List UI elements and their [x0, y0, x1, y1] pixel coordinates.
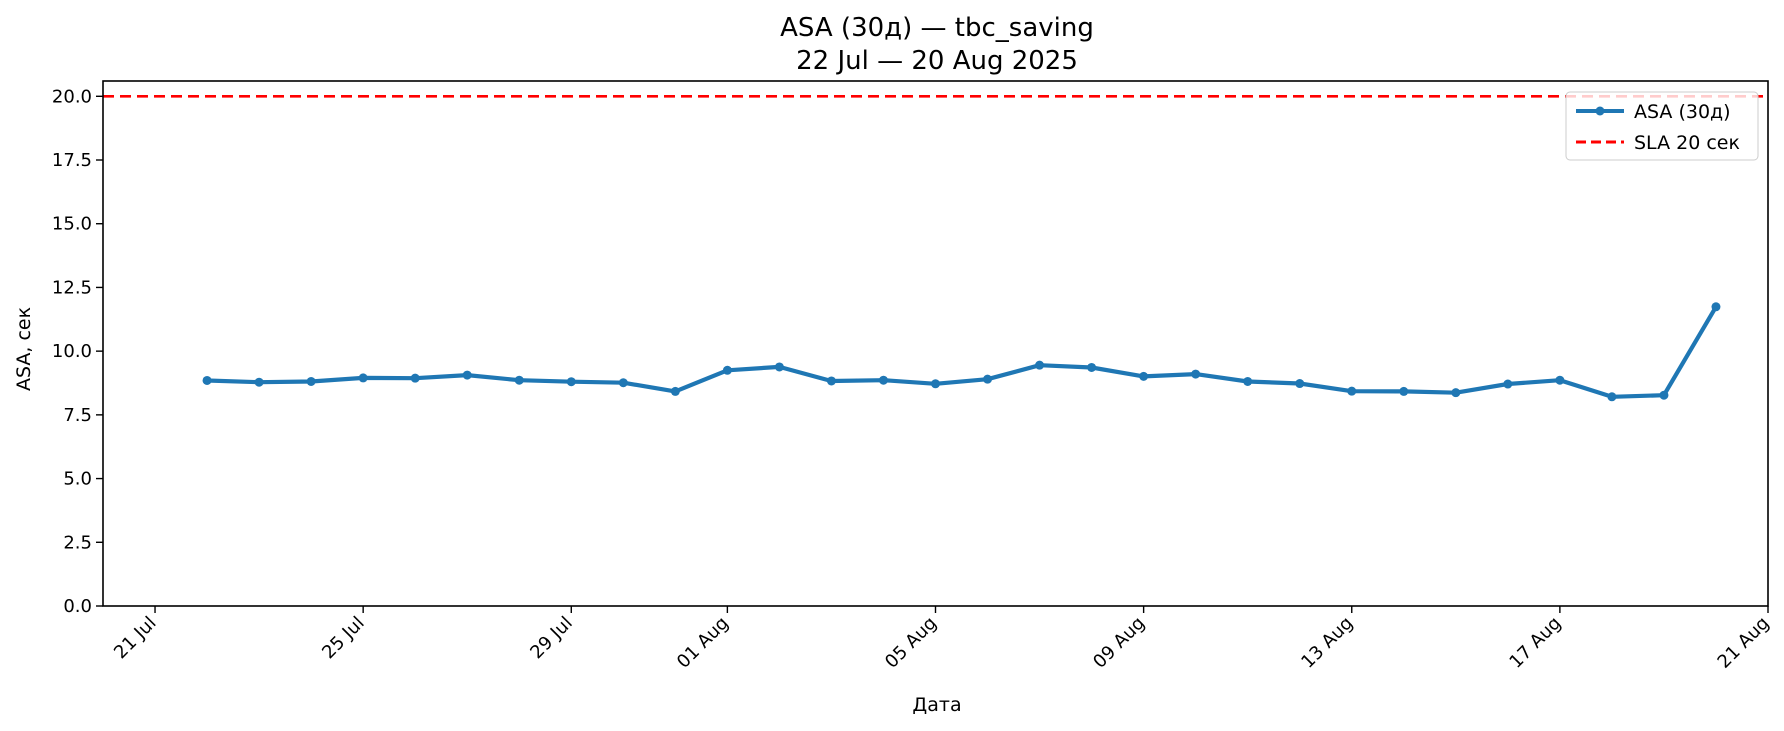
y-tick-label: 5.0	[63, 469, 92, 490]
y-tick-label: 10.0	[52, 341, 92, 362]
x-tick-label: 29 Jul	[526, 613, 576, 663]
data-point	[878, 375, 888, 385]
y-tick-label: 20.0	[52, 86, 92, 107]
plot-area-frame	[102, 80, 1769, 607]
data-point	[566, 377, 576, 387]
y-tick-label: 7.5	[63, 405, 92, 426]
data-point	[774, 362, 784, 372]
legend-asa-label: ASA (30д)	[1634, 101, 1731, 123]
data-point	[1295, 379, 1305, 389]
y-tick-label: 0.0	[63, 596, 92, 617]
data-point	[1555, 375, 1565, 385]
x-tick-label: 17 Aug	[1505, 613, 1565, 673]
data-point	[1451, 388, 1461, 398]
y-axis-label: ASA, сек	[13, 307, 35, 391]
data-point	[1139, 371, 1149, 381]
data-point	[1035, 360, 1045, 370]
data-point	[1503, 379, 1513, 389]
x-tick-label: 25 Jul	[318, 613, 368, 663]
data-point	[1087, 362, 1097, 372]
data-point	[1399, 386, 1409, 396]
data-point	[1607, 392, 1617, 402]
data-point	[462, 370, 472, 380]
y-axis-ticks: 0.0 2.5 5.0 7.5 10.0 12.5 15.0 17.5 20.0	[52, 86, 103, 617]
asa-series-line	[207, 305, 1718, 399]
x-tick-label: 01 Aug	[673, 613, 733, 673]
data-point	[202, 375, 212, 385]
data-point	[826, 376, 836, 386]
data-point	[410, 373, 420, 383]
data-point	[1659, 390, 1669, 400]
x-axis-ticks: 21 Jul 25 Jul 29 Jul 01 Aug 05 Aug 09 Aug 13 A…	[110, 606, 1774, 673]
data-point	[358, 373, 368, 383]
data-point	[1243, 376, 1253, 386]
x-tick-label: 05 Aug	[881, 613, 941, 673]
data-point	[931, 379, 940, 389]
data-point	[514, 375, 524, 385]
x-tick-label: 21 Aug	[1714, 613, 1774, 673]
x-tick-label: 13 Aug	[1297, 613, 1357, 673]
chart-title: ASA (30д) — tbc_saving	[780, 13, 1094, 43]
data-point	[722, 365, 732, 375]
x-tick-label: 21 Jul	[110, 613, 160, 663]
chart-subtitle: 22 Jul — 20 Aug 2025	[796, 46, 1078, 76]
x-tick-label: 09 Aug	[1089, 613, 1149, 673]
data-point	[1191, 369, 1201, 379]
y-tick-label: 2.5	[63, 532, 92, 553]
asa-series-points	[202, 302, 1721, 402]
legend-asa-marker	[1595, 106, 1605, 116]
data-point	[306, 376, 316, 386]
data-point	[670, 386, 680, 396]
data-point	[983, 374, 993, 384]
data-point	[254, 377, 264, 387]
chart-legend: ASA (30д) SLA 20 сек	[1565, 91, 1759, 161]
legend-sla-label: SLA 20 сек	[1634, 132, 1740, 154]
y-tick-label: 15.0	[52, 214, 92, 235]
data-point	[1711, 302, 1721, 312]
data-point	[618, 378, 628, 388]
data-point	[1347, 386, 1357, 396]
y-tick-label: 12.5	[52, 277, 92, 298]
y-tick-label: 17.5	[52, 150, 92, 171]
x-axis-label: Дата	[912, 694, 961, 716]
